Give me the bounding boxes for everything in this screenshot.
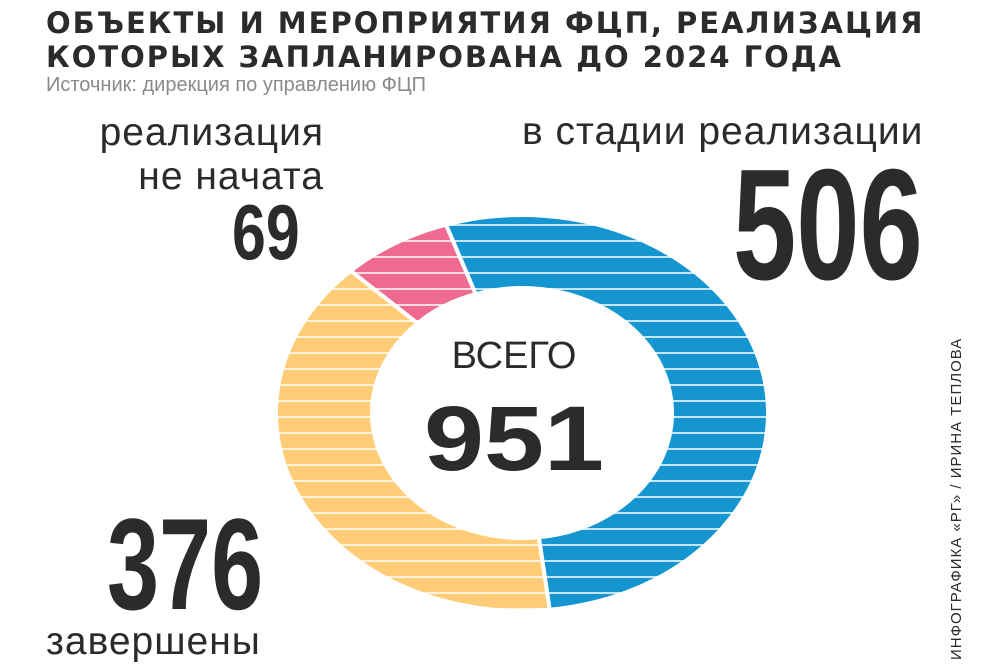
chart-title: ОБЪЕКТЫ И МЕРОПРИЯТИЯ ФЦП, РЕАЛИЗАЦИЯ КО… bbox=[46, 6, 946, 74]
center-total: 951 bbox=[424, 388, 604, 490]
label-not-started-line-1: реализация bbox=[99, 111, 324, 154]
label-in-progress: в стадии реализации bbox=[522, 110, 924, 153]
label-not-started: реализация не начата bbox=[80, 111, 324, 199]
source-note: Источник: дирекция по управлению ФЦП bbox=[46, 74, 427, 96]
chart-title-line-2: КОТОРЫХ ЗАПЛАНИРОВАНА ДО 2024 ГОДА bbox=[46, 40, 843, 74]
label-not-started-line-2: не начата bbox=[138, 155, 324, 198]
value-completed: 376 bbox=[107, 491, 264, 637]
slice-not-started-stripes bbox=[350, 224, 476, 324]
donut-stripe-overlay bbox=[275, 214, 769, 611]
donut-hole bbox=[372, 288, 672, 538]
value-not-started: 69 bbox=[232, 188, 300, 276]
infographic-credit: ИНФОГРАФИКА «РГ» / ИРИНА ТЕПЛОВА bbox=[948, 337, 965, 660]
chart-title-line-1: ОБЪЕКТЫ И МЕРОПРИЯТИЯ ФЦП, РЕАЛИЗАЦИЯ bbox=[46, 6, 925, 40]
value-in-progress: 506 bbox=[733, 137, 923, 313]
slice-completed-stripes bbox=[275, 270, 550, 611]
center-caption: ВСЕГО bbox=[452, 335, 577, 377]
slice-in-progress-stripes bbox=[445, 214, 769, 610]
label-completed: завершены bbox=[46, 620, 261, 663]
